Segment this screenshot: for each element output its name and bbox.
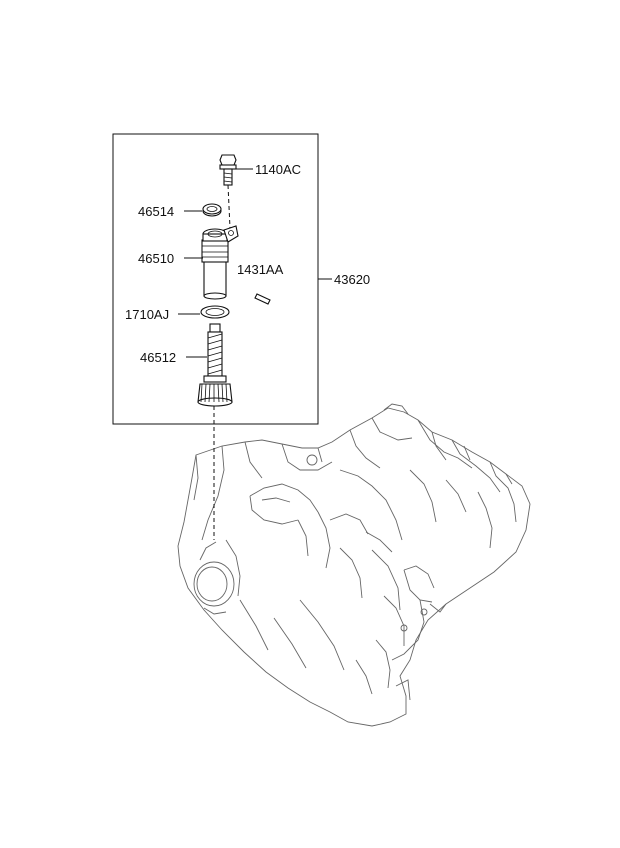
leader-lines <box>178 168 332 358</box>
bolt-1140ac <box>219 154 237 186</box>
label-43620: 43620 <box>334 272 370 287</box>
sleeve-46510 <box>201 225 239 300</box>
gasket-1710aj <box>200 305 230 319</box>
pin-1431aa <box>254 293 271 305</box>
oring-46514 <box>202 203 222 217</box>
label-1431aa: 1431AA <box>237 262 284 277</box>
label-46514: 46514 <box>138 204 174 219</box>
label-1710aj: 1710AJ <box>125 307 169 322</box>
transmission-case <box>177 403 531 727</box>
axis-line-upper <box>227 184 231 229</box>
gear-46512 <box>197 323 233 407</box>
label-46512: 46512 <box>140 350 176 365</box>
label-46510: 46510 <box>138 251 174 266</box>
label-1140ac: 1140AC <box>255 162 301 177</box>
